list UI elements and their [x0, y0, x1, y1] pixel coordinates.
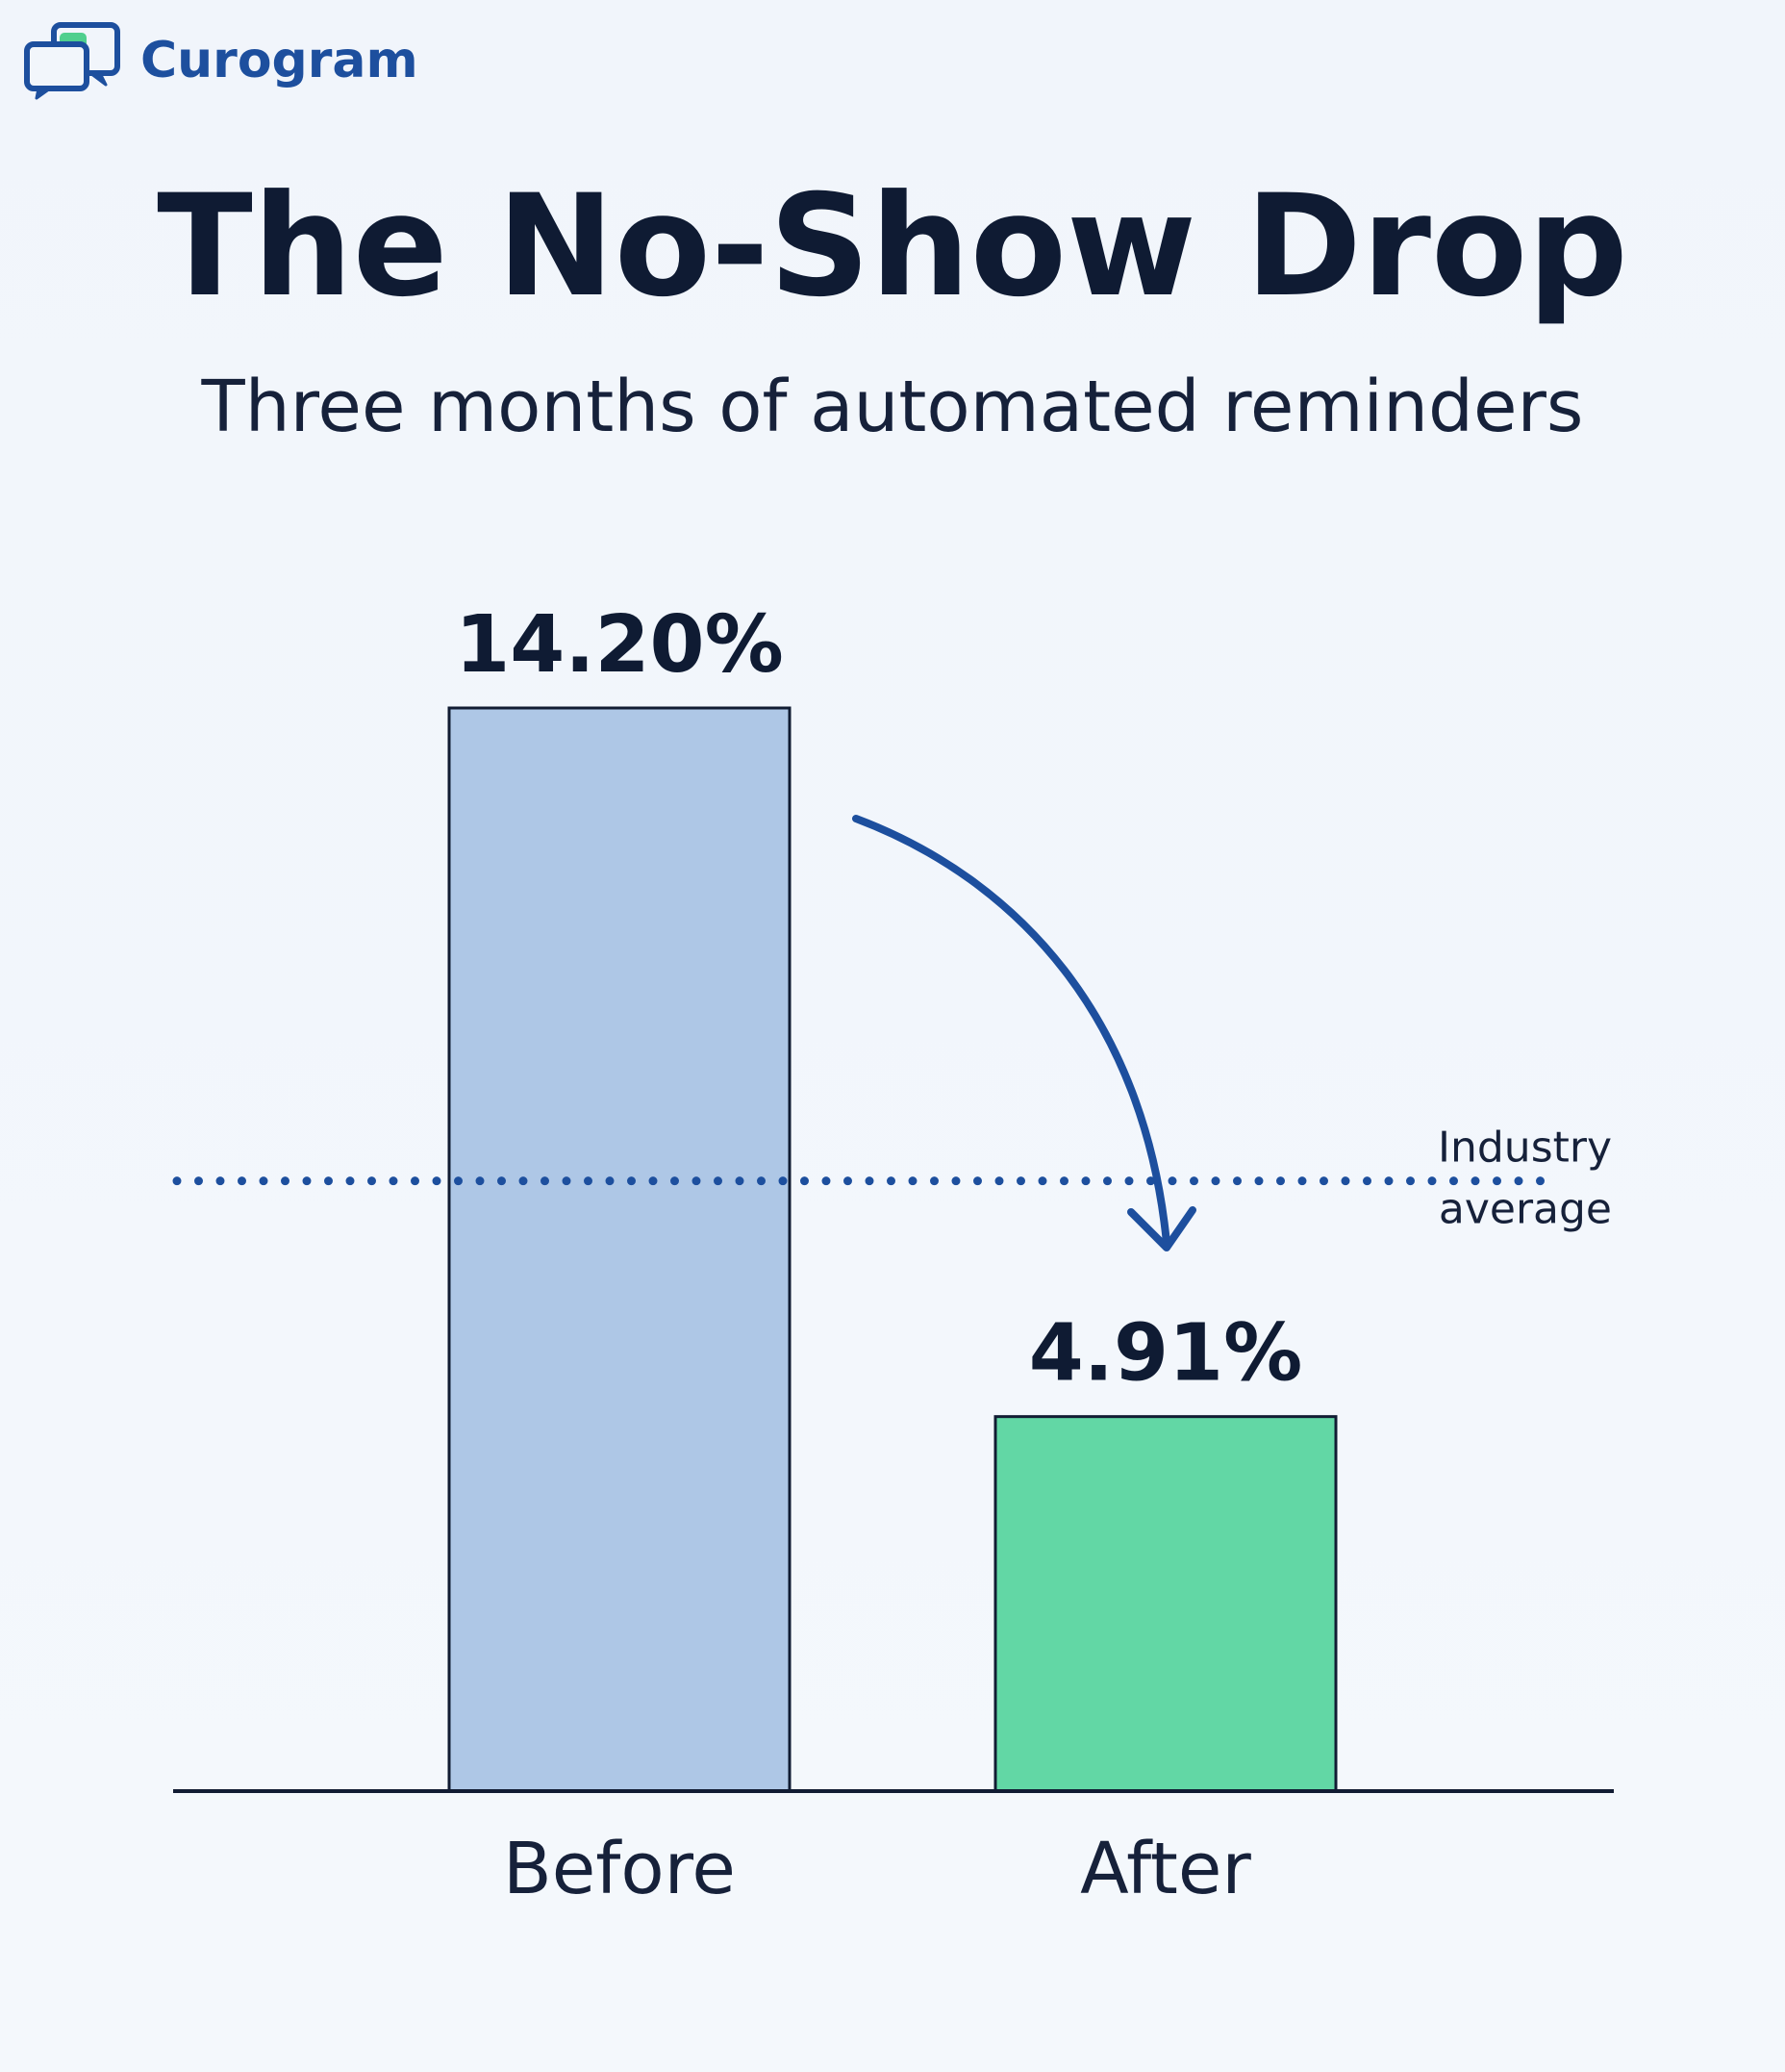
category-label-before: Before [503, 1828, 736, 1910]
plot-area: Industry average 14.20% 4.91% Before After [172, 599, 1614, 1910]
value-label-before: 14.20% [455, 599, 784, 691]
decrease-arrowhead [1127, 1206, 1196, 1251]
brand-name: Curogram [140, 32, 418, 89]
category-label-after: After [1080, 1828, 1251, 1910]
bar-after [993, 1415, 1338, 1793]
chart-subtitle: Three months of automated reminders [201, 366, 1584, 448]
chart-title: The No-Show Drop [157, 164, 1628, 328]
decrease-arrow [852, 815, 1170, 1247]
brand-logo: Curogram [23, 21, 418, 100]
bar-before [447, 706, 792, 1793]
value-label-after: 4.91% [1029, 1308, 1302, 1400]
reference-line-label: Industry average [1438, 1124, 1612, 1234]
chat-bubbles-icon [24, 22, 120, 100]
